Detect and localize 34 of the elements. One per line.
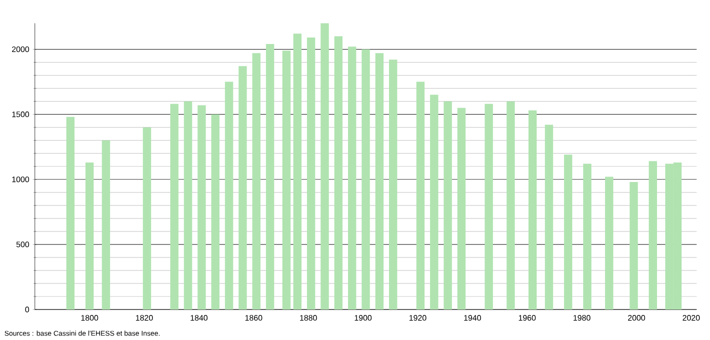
bar xyxy=(430,94,438,310)
bar xyxy=(293,34,302,310)
bar xyxy=(320,23,329,310)
bar xyxy=(224,82,234,310)
bar xyxy=(306,38,316,310)
bar xyxy=(334,36,343,310)
bar xyxy=(266,44,274,310)
bar xyxy=(102,140,110,310)
bar xyxy=(142,127,152,310)
bar xyxy=(238,66,247,310)
bar xyxy=(348,46,356,310)
bar xyxy=(484,104,493,310)
bar xyxy=(282,50,291,310)
bar xyxy=(528,110,537,310)
bar xyxy=(184,101,192,310)
bar xyxy=(605,176,614,310)
bar xyxy=(85,162,94,310)
bar xyxy=(544,124,554,310)
bar xyxy=(66,116,75,310)
bar xyxy=(362,49,370,310)
bar xyxy=(506,101,515,310)
bar xyxy=(375,53,384,310)
bar xyxy=(252,53,260,310)
bar xyxy=(389,60,398,310)
bar xyxy=(583,164,592,310)
bar xyxy=(457,108,466,310)
bar xyxy=(170,104,178,310)
bar xyxy=(198,105,206,310)
bar xyxy=(444,101,452,310)
bar xyxy=(211,114,220,310)
bar xyxy=(564,154,572,310)
bar xyxy=(648,161,658,310)
bar xyxy=(630,182,638,310)
bar xyxy=(416,82,425,310)
